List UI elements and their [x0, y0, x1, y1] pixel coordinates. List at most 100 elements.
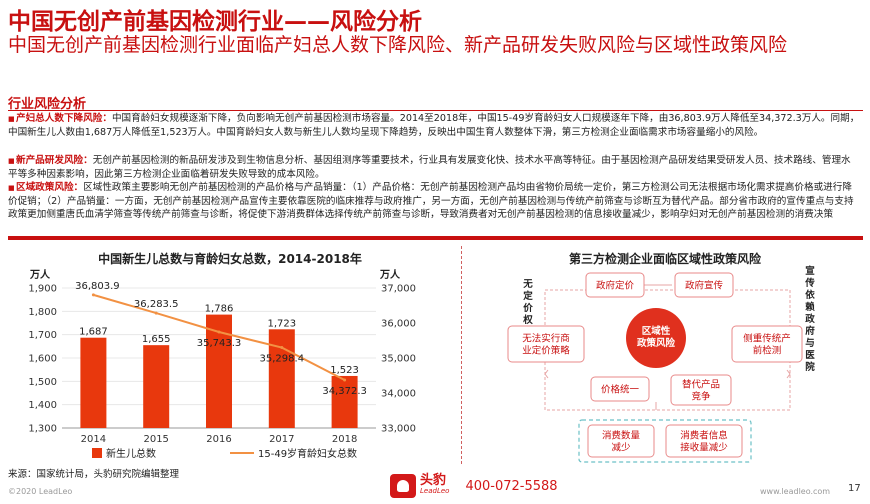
panel-divider — [461, 246, 462, 464]
right-tick-label: 34,000 — [381, 389, 416, 400]
line-point — [91, 293, 95, 297]
combo-chart: 1,300 1,400 1,500 1,600 1,700 1,800 1,900 33,00… — [28, 268, 416, 460]
risk-item-policy: ■区域政策风险：区域性政策主要影响无创产前基因检测的产品价格与产品销量：（1）产… — [8, 181, 860, 221]
right-tick-label: 35,000 — [381, 354, 416, 365]
node-hospital-promo-label: 前检测 — [753, 345, 782, 357]
category-label: 2015 — [143, 434, 168, 445]
risk-name: 产妇总人数下降风险： — [16, 113, 112, 124]
line-value-label: 34,372.3 — [322, 386, 367, 397]
left-axis-unit: 万人 — [29, 268, 51, 281]
node-consumer-drop — [587, 424, 655, 458]
footer-url[interactable]: www.leadleo.com — [760, 487, 831, 496]
right-tick-label: 33,000 — [381, 424, 416, 435]
line-point — [343, 378, 347, 382]
right-axis-unit: 万人 — [379, 268, 401, 281]
risk-name: 新产品研发风险： — [16, 155, 93, 166]
brand-name: 头豹 — [420, 473, 447, 488]
node-price-set-label: 政府定价 — [596, 280, 635, 292]
risk-text: 无创产前基因检测的新品研发涉及到生物信息分析、基因组测序等重要技术，行业具有发展… — [8, 155, 851, 180]
chart-title: 中国新生儿总数与育龄妇女总数，2014-2018年 — [98, 252, 362, 266]
chevron-icon — [786, 369, 791, 379]
node-price-set — [585, 272, 645, 298]
line-point — [154, 311, 158, 315]
leopard-logo-icon — [390, 474, 416, 498]
section-rule — [8, 110, 863, 111]
left-tick-label: 1,600 — [28, 354, 57, 365]
chevron-icon — [544, 369, 549, 379]
node-info-drop-label: 接收量减少 — [680, 442, 728, 454]
consumer-impact-box — [578, 419, 752, 463]
bar — [80, 337, 107, 428]
risk-text: 区域性政策主要影响无创产前基因检测的产品价格与产品销量：（1）产品价格：无创产前… — [8, 182, 854, 220]
phone-number: 400-072-5588 — [465, 478, 558, 494]
category-label: 2018 — [332, 434, 357, 445]
node-info-drop-label: 消费者信息 — [680, 430, 728, 442]
bar-value-label: 1,786 — [205, 304, 234, 315]
risk-item-population: ■产妇总人数下降风险：中国育龄妇女规模逐渐下降，负向影响无创产前基因检测市场容量… — [8, 112, 860, 139]
center-risk-label: 区域性 — [642, 325, 671, 337]
left-tick-label: 1,700 — [28, 330, 57, 341]
node-uniform-price-label: 价格统一 — [601, 384, 640, 396]
node-substitute — [670, 374, 732, 406]
bullet-icon: ■ — [8, 184, 15, 192]
brand-subname: LeadLeo — [420, 487, 450, 495]
legend-label: 15-49岁育龄妇女总数 — [258, 447, 357, 460]
left-tick-label: 1,800 — [28, 307, 57, 318]
legend-label: 新生儿总数 — [106, 447, 156, 460]
line-value-label: 36,803.9 — [75, 281, 120, 292]
node-promo-label: 政府宣传 — [685, 280, 724, 292]
bullet-icon: ■ — [8, 115, 15, 123]
risk-text: 中国育龄妇女规模逐渐下降，负向影响无创产前基因检测市场容量。2014至2018年… — [8, 113, 860, 138]
left-tick-label: 1,300 — [28, 424, 57, 435]
category-label: 2014 — [81, 434, 106, 445]
line-point — [280, 346, 284, 350]
node-uniform-price — [590, 376, 650, 402]
line-value-label: 35,743.3 — [197, 338, 242, 349]
copyright: ©2020 LeadLeo — [8, 487, 73, 496]
node-consumer-drop-label: 消费数量 — [602, 430, 641, 442]
risk-name: 区域政策风险： — [16, 182, 84, 193]
right-tick-label: 37,000 — [381, 284, 416, 295]
right-tick-label: 36,000 — [381, 319, 416, 330]
category-label: 2016 — [206, 434, 231, 445]
page-subtitle: 中国无创产前基因检测行业面临产妇总人数下降风险、新产品研发失败风险与区域性政策风… — [8, 34, 788, 56]
node-no-market-price-label: 无法实行商 — [522, 333, 570, 345]
legend-swatch-bar — [92, 448, 102, 458]
source-note: 来源：国家统计局，头豹研究院编辑整理 — [8, 469, 180, 480]
risk-item-rnd: ■新产品研发风险：无创产前基因检测的新品研发涉及到生物信息分析、基因组测序等重要… — [8, 154, 860, 181]
line-point — [217, 330, 221, 334]
left-tick-label: 1,500 — [28, 377, 57, 388]
node-hospital-promo — [731, 325, 803, 363]
brand-block: 头豹 LeadLeo 400-072-5588 — [390, 474, 558, 498]
node-info-drop — [665, 424, 743, 458]
left-tick-label: 1,400 — [28, 400, 57, 411]
bar-value-label: 1,723 — [267, 318, 296, 329]
bar — [268, 329, 295, 428]
line-value-label: 35,298.4 — [260, 354, 305, 365]
node-no-market-price — [507, 325, 585, 363]
left-side-label: 无定价权 — [523, 279, 533, 326]
page-number: 17 — [848, 483, 861, 494]
bar — [143, 345, 170, 428]
right-side-label: 宣传依赖政府与医院 — [805, 266, 815, 373]
bar-value-label: 1,687 — [79, 327, 108, 338]
line-value-label: 36,283.5 — [134, 299, 179, 310]
node-consumer-drop-label: 减少 — [611, 442, 631, 454]
section-title: 行业风险分析 — [8, 97, 87, 112]
node-hospital-promo-label: 侧重传统产 — [743, 333, 791, 345]
section-divider — [8, 236, 863, 240]
center-risk-label: 政策风险 — [637, 337, 676, 349]
bar-value-label: 1,655 — [142, 334, 171, 345]
category-label: 2017 — [269, 434, 294, 445]
center-risk-circle — [626, 308, 686, 368]
bar — [331, 375, 358, 428]
bar-value-label: 1,523 — [330, 365, 359, 376]
diagram-title: 第三方检测企业面临区域性政策风险 — [568, 252, 761, 266]
node-substitute-label: 替代产品 — [682, 379, 720, 391]
bullet-icon: ■ — [8, 157, 15, 165]
node-promo — [674, 272, 734, 298]
node-no-market-price-label: 业定价策略 — [522, 345, 570, 357]
left-tick-label: 1,900 — [28, 284, 57, 295]
page-title: 中国无创产前基因检测行业——风险分析 — [8, 9, 422, 35]
